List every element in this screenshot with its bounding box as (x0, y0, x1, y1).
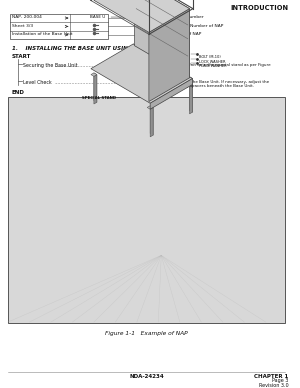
Text: Level Check: Level Check (23, 80, 52, 85)
Text: Sheet 3/3: Sheet 3/3 (12, 24, 33, 28)
Text: NAP- 200-004: NAP- 200-004 (12, 15, 42, 19)
Polygon shape (91, 73, 97, 76)
Text: NAP Number: NAP Number (176, 15, 203, 19)
Polygon shape (134, 0, 190, 78)
Polygon shape (133, 50, 136, 79)
Text: SPECIAL STAND: SPECIAL STAND (82, 96, 116, 100)
Polygon shape (150, 107, 153, 137)
Text: END: END (12, 90, 25, 95)
Polygon shape (150, 78, 193, 109)
Polygon shape (91, 44, 193, 103)
Text: CHAPTER 1: CHAPTER 1 (254, 374, 288, 379)
Polygon shape (133, 44, 193, 85)
Text: BOLT (M-10): BOLT (M-10) (199, 55, 221, 59)
Polygon shape (94, 0, 190, 32)
Polygon shape (147, 106, 153, 109)
Text: 1.    INSTALLING THE BASE UNIT USING A SPECIAL STAND: 1. INSTALLING THE BASE UNIT USING A SPEC… (12, 46, 188, 51)
Text: BASE U: BASE U (90, 15, 129, 19)
Bar (8, 97, 285, 323)
Polygon shape (94, 73, 97, 102)
Polygon shape (94, 74, 97, 104)
Text: INTRODUCTION: INTRODUCTION (230, 5, 288, 11)
Polygon shape (130, 50, 136, 54)
Polygon shape (190, 83, 193, 112)
Polygon shape (133, 52, 136, 81)
Text: Title of NAP: Title of NAP (176, 32, 201, 36)
Text: NDA-24234: NDA-24234 (129, 374, 164, 379)
Text: Secure the Base Unit onto the special stand as per Figure
004-4.: Secure the Base Unit onto the special st… (153, 63, 271, 71)
Polygon shape (190, 85, 193, 114)
Text: PLAIN WASHER: PLAIN WASHER (199, 64, 227, 68)
Text: Securing the Base Unit: Securing the Base Unit (23, 63, 78, 68)
Text: LOCK WASHER: LOCK WASHER (199, 59, 226, 64)
Text: Revision 3.0: Revision 3.0 (259, 383, 288, 388)
Text: Page 3: Page 3 (272, 378, 288, 383)
Text: Sheet Number of NAP: Sheet Number of NAP (176, 24, 223, 28)
Text: START: START (12, 54, 31, 59)
Text: Installation of the Base Unit: Installation of the Base Unit (12, 32, 72, 36)
Text: Check the level of the Base Unit. If necessary, adjust the
level by inserting sp: Check the level of the Base Unit. If nec… (153, 80, 270, 88)
Text: Figure 1-1   Example of NAP: Figure 1-1 Example of NAP (105, 331, 188, 336)
Polygon shape (149, 9, 190, 102)
Polygon shape (150, 106, 153, 135)
Bar (10, 14, 107, 39)
Polygon shape (187, 83, 193, 86)
